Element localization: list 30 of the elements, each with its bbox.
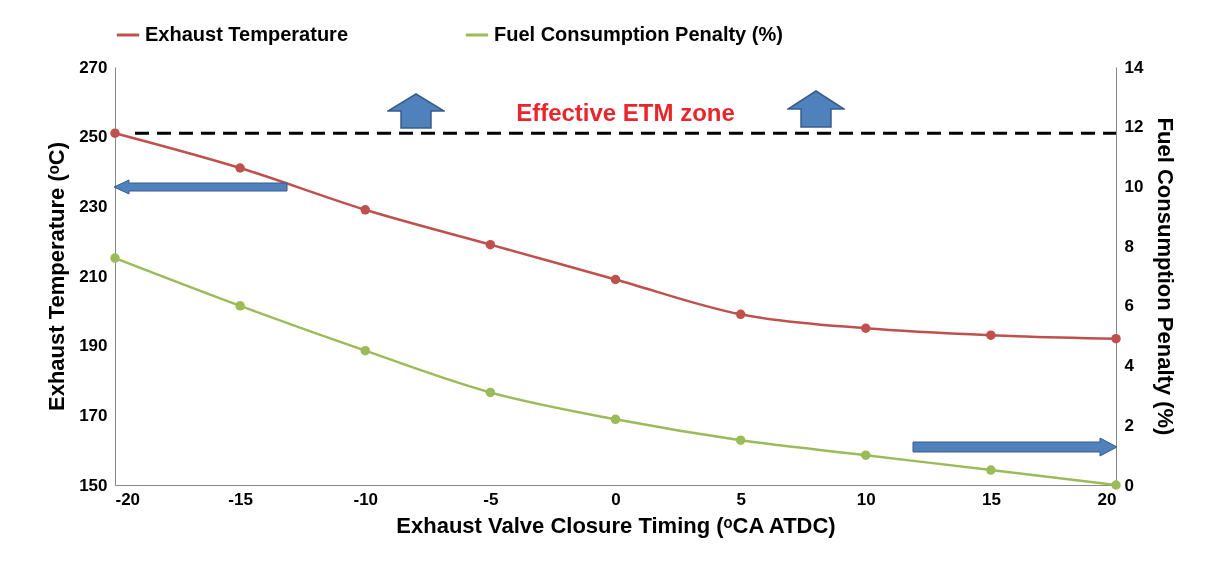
legend-label: Fuel Consumption Penalty (%) (494, 23, 783, 45)
x-tick-label: -15 (228, 489, 253, 509)
y2-tick-label: 10 (1124, 176, 1144, 196)
y2-tick-label: 4 (1124, 356, 1135, 376)
y2-tick-label: 2 (1124, 415, 1134, 435)
x-tick-label: -10 (353, 489, 379, 509)
y-tick-label: 230 (79, 196, 108, 216)
y-tick-label: 250 (79, 127, 108, 147)
y-tick-label: 210 (79, 266, 108, 286)
y2-tick-label: 0 (1124, 475, 1134, 495)
y-axis-title: Exhaust Temperature (ᵒC) (44, 141, 70, 412)
x-tick-label: 20 (1097, 489, 1117, 509)
x-tick-label: -5 (483, 489, 499, 509)
x-tick-label: 0 (611, 489, 621, 509)
y-tick-label: 150 (79, 475, 108, 495)
x-axis-title: Exhaust Valve Closure Timing (ᵒCA ATDC) (396, 512, 836, 538)
y2-tick-label: 12 (1124, 117, 1144, 137)
ref-line-label: Effective ETM zone (516, 99, 735, 127)
y-tick-label: 190 (79, 336, 108, 356)
x-tick-label: -20 (115, 489, 141, 509)
y2-axis-title: Fuel Consumption Penalty (%) (1153, 117, 1179, 436)
y2-tick-label: 14 (1124, 57, 1144, 77)
x-tick-label: 5 (736, 489, 746, 509)
y2-tick-label: 8 (1124, 236, 1134, 256)
y2-tick-label: 6 (1124, 296, 1134, 316)
x-tick-label: 15 (981, 489, 1001, 509)
legend-label: Exhaust Temperature (145, 23, 349, 45)
x-tick-label: 10 (856, 489, 876, 509)
y-tick-label: 270 (79, 57, 108, 77)
y-tick-label: 170 (79, 405, 108, 425)
